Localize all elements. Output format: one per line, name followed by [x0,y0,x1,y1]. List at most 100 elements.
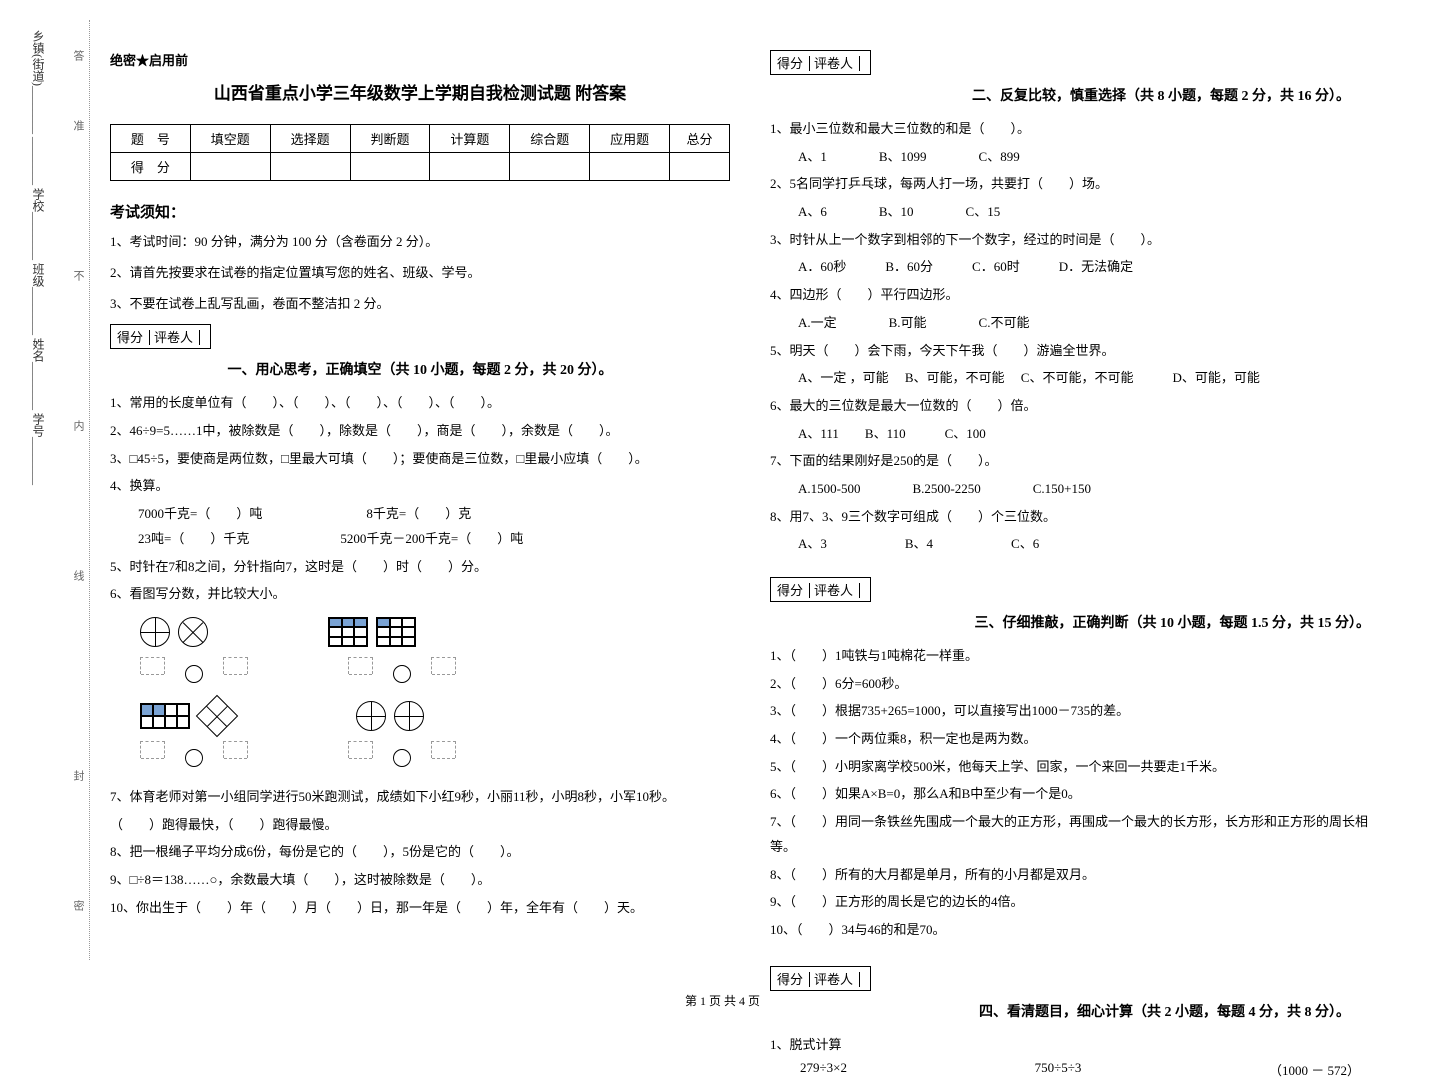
seal-char: 线 [70,570,86,581]
td [590,153,670,181]
circle-icon [394,701,424,731]
question: 1、（ ）1吨铁与1吨棉花一样重。 [770,644,1390,669]
question: 7、下面的结果刚好是250的是（ ）。 [770,449,1390,474]
question: 4、（ ）一个两位乘8，积一定也是两为数。 [770,727,1390,752]
calc-expr: 750÷5÷3 [1035,1060,1082,1079]
score-rater-box: 得分评卷人 [770,966,871,991]
td [510,153,590,181]
compare-circle [393,665,411,683]
th: 选择题 [270,125,350,153]
question: 3、（ ）根据735+265=1000，可以直接写出1000－735的差。 [770,699,1390,724]
section2-title: 二、反复比较，慎重选择（共 8 小题，每题 2 分，共 16 分）。 [770,85,1390,105]
grid-icon [376,617,416,647]
shapes-row-2 [140,701,730,731]
compare-circle [185,665,203,683]
score-label: 得分 [777,972,810,987]
question: 7、（ ）用同一条铁丝先围成一个最大的正方形，再围成一个最大的长方形，长方形和正… [770,810,1390,859]
options: A、3 B、4 C、6 [770,532,1390,557]
question: （ ）跑得最快，（ ）跑得最慢。 [110,813,730,838]
shape-group [140,701,236,731]
question: 5、时针在7和8之间，分针指向7，这时是（ ）时（ ）分。 [110,555,730,580]
options: A、1 B、1099 C、899 [770,145,1390,170]
question-sub: 7000千克=（ ）吨 8千克=（ ）克 [110,502,730,527]
question-sub: 23吨=（ ）千克 5200千克－200千克=（ ）吨 [110,527,730,552]
shapes-row-1 [140,617,730,647]
question: 4、四边形（ ）平行四边形。 [770,283,1390,308]
question: 9、□÷8＝138……○，余数最大填（ ），这时被除数是（ ）。 [110,868,730,893]
th: 判断题 [350,125,430,153]
compare-circle [185,749,203,767]
exam-title: 山西省重点小学三年级数学上学期自我检测试题 附答案 [110,79,730,104]
rater-label: 评卷人 [814,972,860,987]
seal-char: 答 [70,50,86,61]
td [430,153,510,181]
th: 应用题 [590,125,670,153]
rater-label: 评卷人 [154,330,200,345]
left-column: 绝密★启用前 山西省重点小学三年级数学上学期自我检测试题 附答案 题 号 填空题… [110,50,730,1079]
td: 得 分 [111,153,191,181]
th: 计算题 [430,125,510,153]
circle-quarters-icon [140,617,170,647]
calc-row: 279÷3×2 750÷5÷3 （1000 － 572） [770,1060,1390,1079]
calc-expr: （1000 － 572） [1269,1060,1360,1079]
th: 综合题 [510,125,590,153]
notice-heading: 考试须知： [110,201,730,222]
shape-group [140,617,208,647]
section1-title: 一、用心思考，正确填空（共 10 小题，每题 2 分，共 20 分）。 [110,359,730,379]
th: 总分 [670,125,730,153]
td [190,153,270,181]
fraction-blank [140,657,165,691]
options: A、111 B、110 C、100 [770,422,1390,447]
diamond-icon [196,695,238,737]
fraction-blank [348,741,373,775]
td [350,153,430,181]
question: 9、（ ）正方形的周长是它的边长的4倍。 [770,890,1390,915]
question: 1、脱式计算 [770,1033,1390,1058]
secret-line: 绝密★启用前 [110,50,730,69]
fraction-row-2 [140,741,730,775]
binding-margin: 乡镇(街道)________ ________ 学校________ 班级___… [20,20,90,960]
binding-labels: 乡镇(街道)________ ________ 学校________ 班级___… [30,30,47,485]
question: 8、把一根绳子平均分成6份，每份是它的（ ），5份是它的（ ）。 [110,840,730,865]
question: 2、（ ）6分=600秒。 [770,672,1390,697]
section3-title: 三、仔细推敲，正确判断（共 10 小题，每题 1.5 分，共 15 分）。 [770,612,1390,632]
fraction-blank [348,657,373,691]
options: A、6 B、10 C、15 [770,200,1390,225]
notice-item: 1、考试时间：90 分钟，满分为 100 分（含卷面分 2 分）。 [110,232,730,253]
seal-char: 不 [70,270,86,281]
fraction-blank [140,741,165,775]
shape-group [356,701,424,731]
question: 5、（ ）小明家离学校500米，他每天上学、回家，一个来回一共要走1千米。 [770,755,1390,780]
fraction-blank [431,741,456,775]
seal-char: 密 [70,900,86,911]
calc-expr: 279÷3×2 [800,1060,847,1079]
seal-char: 准 [70,120,86,131]
options: A．60秒 B．60分 C．60时 D．无法确定 [770,255,1390,280]
th: 题 号 [111,125,191,153]
options: A.1500-500 B.2500-2250 C.150+150 [770,477,1390,502]
page-footer: 第 1 页 共 4 页 [0,992,1445,1009]
question: 6、最大的三位数是最大一位数的（ ）倍。 [770,394,1390,419]
options: A.一定 B.可能 C.不可能 [770,311,1390,336]
rater-label: 评卷人 [814,583,860,598]
question: 3、□45÷5，要使商是两位数，□里最大可填（ ）；要使商是三位数，□里最小应填… [110,447,730,472]
score-rater-box: 得分评卷人 [110,324,211,349]
score-label: 得分 [777,56,810,71]
question: 1、常用的长度单位有（ ）、（ ）、（ ）、（ ）、（ ）。 [110,391,730,416]
compare-circle [393,749,411,767]
question: 10、你出生于（ ）年（ ）月（ ）日，那一年是（ ）年，全年有（ ）天。 [110,896,730,921]
question: 2、46÷9=5……1中，被除数是（ ），除数是（ ），商是（ ），余数是（ ）… [110,419,730,444]
fraction-row-1 [140,657,730,691]
score-rater-box: 得分评卷人 [770,577,871,602]
td [670,153,730,181]
question: 10、（ ）34与46的和是70。 [770,918,1390,943]
question: 3、时针从上一个数字到相邻的下一个数字，经过的时间是（ ）。 [770,228,1390,253]
grid-icon [140,703,190,729]
options: A、一定 ，可能 B、可能，不可能 C、不可能，不可能 D、可能，可能 [770,366,1390,391]
fraction-blank [223,741,248,775]
notice-item: 3、不要在试卷上乱写乱画，卷面不整洁扣 2 分。 [110,294,730,315]
question: 2、5名同学打乒乓球，每两人打一场，共要打（ ）场。 [770,172,1390,197]
table-row: 得 分 [111,153,730,181]
fraction-blank [431,657,456,691]
th: 填空题 [190,125,270,153]
